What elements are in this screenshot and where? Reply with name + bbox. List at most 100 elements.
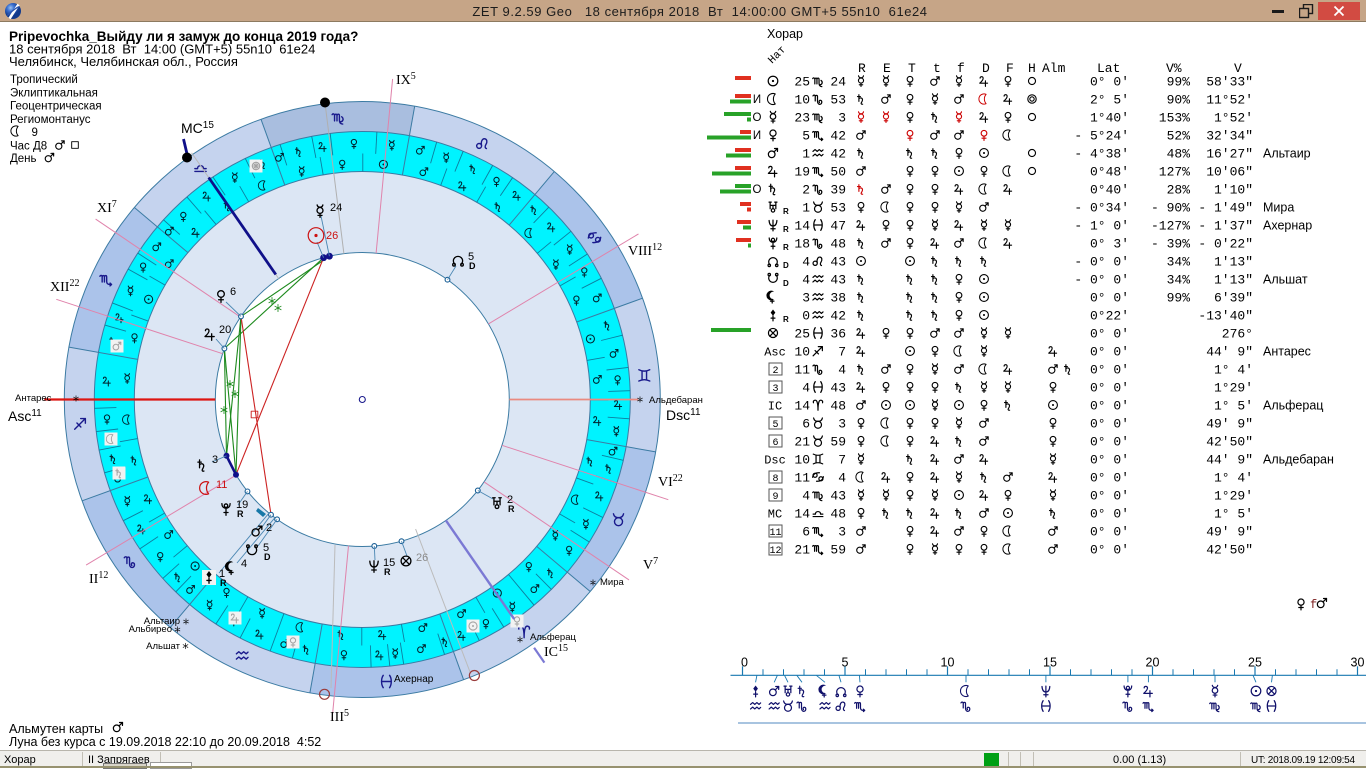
svg-text:H: H [1028,61,1036,76]
svg-text:R: R [384,567,391,577]
svg-text:53: 53 [830,201,846,216]
svg-text:21: 21 [794,543,810,558]
svg-text:1° 4': 1° 4' [1214,471,1253,486]
svg-text:1'13": 1'13" [1214,255,1253,270]
svg-text:Asc: Asc [764,346,786,360]
svg-text:6'39": 6'39" [1214,291,1253,306]
svg-text:1'10": 1'10" [1214,183,1253,198]
svg-text:Альмутен карты: Альмутен карты [9,722,103,736]
svg-text:0° 0': 0° 0' [1090,525,1129,540]
svg-text:5: 5 [263,542,269,554]
svg-text:52%: 52% [1167,129,1191,144]
svg-text:4: 4 [241,558,247,570]
svg-text:IC15: IC15 [544,643,568,660]
svg-text:25: 25 [794,75,810,90]
svg-text:9: 9 [32,127,38,139]
svg-text:- 1'37": - 1'37" [1198,219,1253,234]
svg-text:0° 0': 0° 0' [1090,327,1129,342]
svg-text:IX5: IX5 [396,71,416,88]
svg-text:Альферац: Альферац [530,632,576,643]
svg-text:1°52': 1°52' [1214,111,1253,126]
svg-text:0° 0': 0° 0' [1090,435,1129,450]
svg-text:D: D [469,261,476,271]
svg-text:5: 5 [802,129,810,144]
svg-text:1° 5': 1° 5' [1214,399,1253,414]
svg-text:99%: 99% [1167,75,1191,90]
svg-text:4: 4 [802,381,810,396]
svg-text:1: 1 [802,147,810,162]
svg-text:11: 11 [769,528,781,539]
svg-text:Антарес: Антарес [15,393,52,404]
svg-text:42: 42 [830,129,846,144]
svg-text:0°48': 0°48' [1090,165,1129,180]
svg-text:10: 10 [794,453,810,468]
svg-text:19: 19 [236,499,248,511]
svg-text:Антарес: Антарес [1263,345,1311,359]
svg-text:10'06": 10'06" [1206,165,1253,180]
svg-text:38: 38 [830,291,846,306]
svg-text:- 90%: - 90% [1151,201,1190,216]
svg-text:F: F [1006,61,1014,76]
svg-text:4: 4 [838,363,846,378]
svg-text:4: 4 [802,489,810,504]
svg-text:20: 20 [219,324,231,336]
svg-text:Альтаир: Альтаир [144,616,180,627]
svg-text:Челябинск, Челябинская обл., Р: Челябинск, Челябинская обл., Россия [9,54,238,69]
svg-text:24: 24 [830,75,846,90]
svg-text:50: 50 [830,165,846,180]
svg-text:7: 7 [838,345,846,360]
svg-text:43: 43 [830,255,846,270]
svg-text:1: 1 [802,201,810,216]
svg-text:0°22': 0°22' [1090,309,1129,324]
svg-text:18: 18 [794,237,810,252]
svg-text:0° 3': 0° 3' [1090,237,1129,252]
svg-text:11: 11 [794,363,810,378]
svg-text:Lat: Lat [1097,61,1120,76]
svg-text:14: 14 [794,507,810,522]
svg-text:II12: II12 [89,570,108,587]
svg-text:И: И [753,130,761,142]
svg-text:Геоцентрическая: Геоцентрическая [10,101,102,113]
svg-text:59: 59 [830,435,846,450]
svg-text:0° 0': 0° 0' [1090,489,1129,504]
svg-text:VIII12: VIII12 [628,242,662,259]
svg-text:t: t [933,61,941,76]
svg-text:30: 30 [1351,656,1365,670]
svg-text:99%: 99% [1167,291,1191,306]
svg-text:Альферац: Альферац [1263,399,1323,413]
svg-text:20: 20 [1146,656,1160,670]
svg-text:E: E [883,61,891,76]
svg-text:- 0°34': - 0°34' [1074,201,1129,216]
svg-text:1°40': 1°40' [1090,111,1129,126]
svg-text:День: День [10,153,37,165]
svg-text:R: R [783,225,789,234]
svg-text:25: 25 [794,327,810,342]
svg-text:6: 6 [772,438,778,449]
svg-text:Мира: Мира [600,577,625,588]
svg-text:10: 10 [794,93,810,108]
svg-text:15: 15 [1043,656,1057,670]
svg-text:42: 42 [830,309,846,324]
svg-text:0: 0 [741,656,748,670]
svg-text:59: 59 [830,543,846,558]
svg-text:4: 4 [838,471,846,486]
svg-text:Час Д8: Час Д8 [10,141,47,153]
svg-text:0° 0': 0° 0' [1090,75,1129,90]
svg-text:49' 9": 49' 9" [1206,417,1253,432]
svg-text:48: 48 [830,237,846,252]
svg-text:276°: 276° [1222,327,1253,342]
svg-text:- 0° 0': - 0° 0' [1074,255,1129,270]
svg-text:f: f [957,61,965,76]
svg-text:Мира: Мира [1263,201,1294,215]
svg-text:47: 47 [830,219,846,234]
svg-text:Ахернар: Ахернар [394,674,434,685]
svg-text:26: 26 [326,230,338,242]
svg-text:6: 6 [802,525,810,540]
svg-text:25: 25 [1248,656,1262,670]
svg-text:D: D [783,261,789,270]
svg-text:R: R [220,578,227,588]
svg-text:36: 36 [830,327,846,342]
svg-text:V%: V% [1166,61,1182,76]
svg-text:- 0° 0': - 0° 0' [1074,273,1129,288]
svg-text:Альбирео: Альбирео [129,624,172,635]
